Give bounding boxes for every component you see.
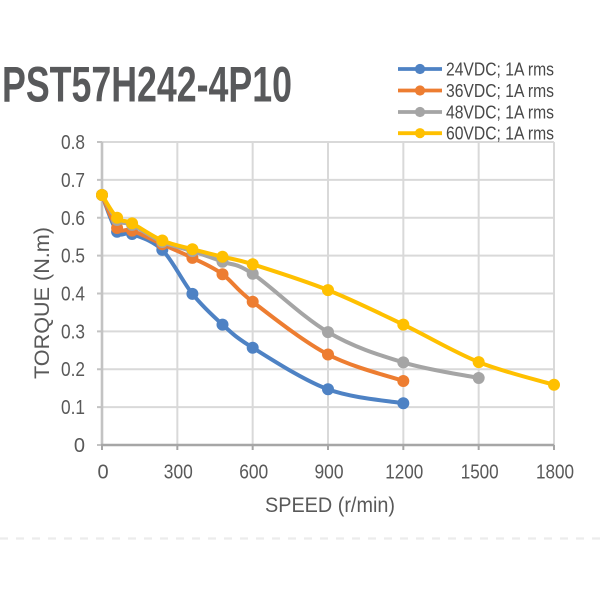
svg-text:36VDC; 1A rms: 36VDC; 1A rms — [446, 80, 554, 101]
svg-text:1200: 1200 — [385, 462, 423, 484]
svg-text:SPEED (r/min): SPEED (r/min) — [265, 494, 395, 517]
svg-text:0.8: 0.8 — [61, 132, 85, 154]
svg-text:0.1: 0.1 — [61, 397, 85, 419]
svg-text:48VDC; 1A rms: 48VDC; 1A rms — [446, 101, 554, 122]
svg-text:0.7: 0.7 — [61, 170, 85, 192]
svg-text:0.3: 0.3 — [61, 321, 85, 343]
svg-text:24VDC; 1A rms: 24VDC; 1A rms — [446, 58, 554, 79]
svg-text:60VDC; 1A rms: 60VDC; 1A rms — [446, 123, 554, 144]
svg-text:0.2: 0.2 — [61, 359, 85, 381]
svg-text:900: 900 — [315, 462, 344, 484]
svg-text:0.4: 0.4 — [61, 284, 85, 306]
svg-text:0: 0 — [74, 435, 85, 457]
svg-text:1800: 1800 — [536, 462, 574, 484]
svg-text:PST57H242-4P10: PST57H242-4P10 — [2, 57, 292, 113]
svg-text:0: 0 — [97, 462, 108, 484]
svg-text:300: 300 — [164, 462, 193, 484]
svg-text:600: 600 — [239, 462, 268, 484]
svg-text:0.5: 0.5 — [61, 246, 85, 268]
svg-text:1500: 1500 — [461, 462, 499, 484]
svg-text:0.6: 0.6 — [61, 208, 85, 230]
svg-text:TORQUE (N.m): TORQUE (N.m) — [31, 227, 54, 379]
